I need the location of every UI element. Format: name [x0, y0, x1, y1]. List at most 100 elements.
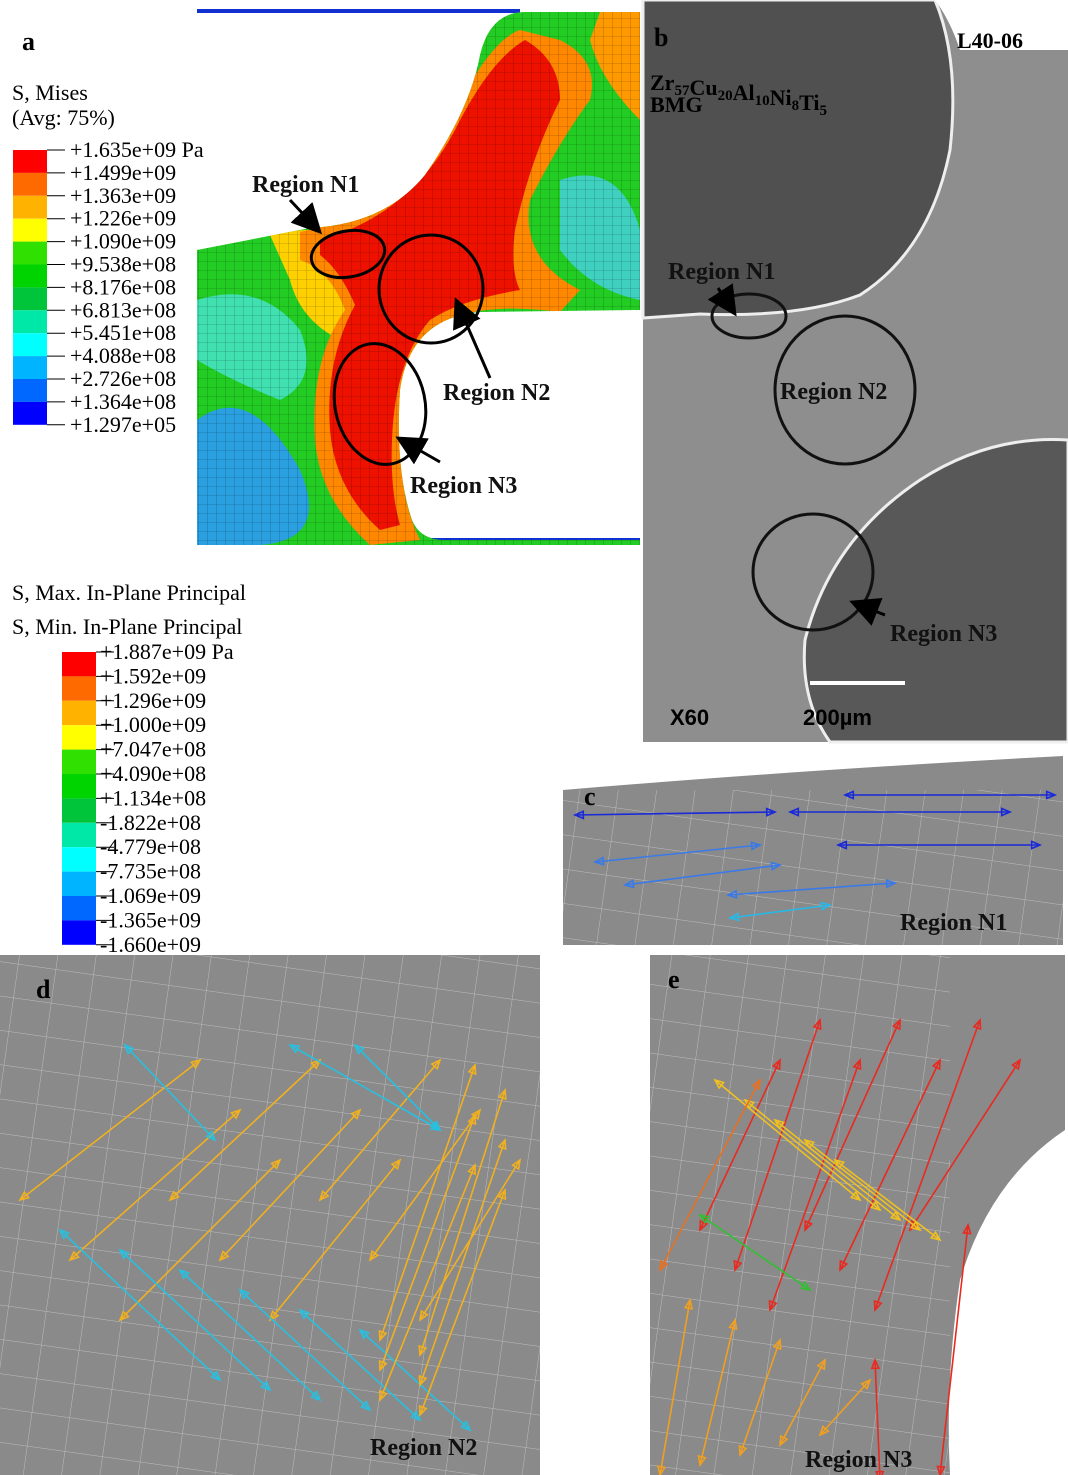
- legend-label: -7.735e+08: [100, 859, 201, 884]
- vector-head: [835, 840, 848, 850]
- vector: [239, 1289, 371, 1411]
- vector-head: [1011, 1058, 1022, 1071]
- legend-label: +1.000e+09: [100, 712, 206, 737]
- vector: [59, 1229, 221, 1381]
- vector: [874, 1359, 881, 1475]
- vector-head: [816, 1358, 826, 1371]
- legend-label: +7.047e+08: [100, 737, 206, 762]
- color-band: [62, 920, 96, 945]
- vector: [419, 1189, 506, 1416]
- color-band: [13, 310, 47, 334]
- vector-head: [772, 1338, 782, 1351]
- legend-label: +9.538e+08: [70, 252, 176, 277]
- vector-head: [467, 1063, 477, 1076]
- vector: [359, 1329, 471, 1431]
- material-label: BMG: [650, 92, 703, 117]
- vector-head: [972, 1018, 982, 1031]
- element: Cu: [689, 75, 717, 100]
- legend-title: S, Max. In-Plane Principal: [12, 580, 246, 605]
- vector-head: [849, 1190, 862, 1202]
- region-label: Region N1: [900, 910, 1007, 936]
- panel-label: e: [668, 965, 680, 994]
- legend-label: +1.363e+09: [70, 183, 176, 208]
- color-band: [13, 195, 47, 219]
- legend-label: +1.090e+09: [70, 229, 176, 254]
- panel-label: c: [584, 782, 596, 811]
- vector-head: [936, 1465, 946, 1475]
- vector-head: [727, 912, 740, 922]
- vector: [769, 1059, 861, 1311]
- scale-bar-label: 200µm: [803, 705, 872, 730]
- legend-label: -1.069e+09: [100, 883, 201, 908]
- legend-label: +1.364e+08: [70, 389, 176, 414]
- vector-head: [931, 1058, 941, 1071]
- vector-head: [891, 1018, 901, 1031]
- vector-head: [118, 1248, 130, 1260]
- vector-head: [889, 1210, 902, 1222]
- vector-head: [298, 1308, 310, 1320]
- vector-head: [168, 1190, 180, 1202]
- color-band: [13, 379, 47, 402]
- legend-label: +1.635e+09 Pa: [70, 137, 204, 162]
- vector-head: [418, 1374, 428, 1387]
- color-band: [62, 847, 96, 872]
- legend-label: +2.726e+08: [70, 366, 176, 391]
- vector-head: [725, 889, 738, 900]
- region-label: Region N2: [370, 1435, 477, 1461]
- vector-head: [210, 1370, 222, 1382]
- vector-head: [268, 1309, 280, 1322]
- legend-label: -4.779e+08: [100, 834, 201, 859]
- legend-label: +1.887e+09 Pa: [100, 639, 234, 664]
- vector-head: [874, 1470, 885, 1475]
- panel-label: b: [654, 23, 668, 52]
- vector-head: [773, 1118, 786, 1130]
- vector: [699, 1319, 736, 1466]
- vector: [69, 1109, 241, 1261]
- legend-label: +1.134e+08: [100, 785, 206, 810]
- vector-head: [58, 1228, 70, 1240]
- vector-head: [683, 1297, 694, 1310]
- vector-head: [467, 1163, 476, 1176]
- vector-head: [418, 1309, 429, 1322]
- vector-head: [288, 1043, 301, 1054]
- legend-label: +5.451e+08: [70, 320, 176, 345]
- vector-head: [765, 807, 778, 817]
- vector: [124, 1044, 216, 1141]
- vector: [874, 1019, 981, 1311]
- legend-label: -1.365e+09: [100, 907, 201, 932]
- vector-head: [1045, 790, 1058, 800]
- vector: [19, 1059, 201, 1201]
- composition: Zr57Cu20Al10Ni8Ti5: [650, 70, 827, 119]
- vector: [779, 1359, 826, 1446]
- vector-head: [833, 1158, 846, 1170]
- vector-head: [622, 879, 635, 889]
- vector-head: [750, 841, 763, 851]
- element: Al: [733, 80, 755, 105]
- vector: [734, 1019, 821, 1271]
- vector-head: [885, 878, 898, 889]
- vector: [839, 1059, 941, 1271]
- vector-head: [230, 1108, 242, 1120]
- vector-head: [238, 1288, 250, 1300]
- vector-head: [842, 790, 855, 800]
- color-band: [13, 401, 47, 425]
- vector-head: [118, 1310, 130, 1322]
- vector: [909, 1059, 1021, 1231]
- vector-head: [310, 1058, 322, 1070]
- vector-head: [698, 1213, 711, 1225]
- panel-label: a: [22, 27, 35, 56]
- vector-head: [839, 1259, 849, 1272]
- region-label: Region N3: [890, 621, 997, 647]
- vector-head: [511, 1158, 522, 1171]
- legend-title: S, Min. In-Plane Principal: [12, 614, 242, 639]
- panel-label: d: [36, 975, 51, 1004]
- vector-plots: [0, 756, 1065, 1475]
- vector: [119, 1249, 271, 1391]
- vector: [169, 1059, 321, 1201]
- color-band: [62, 871, 96, 896]
- vector-head: [870, 1357, 881, 1370]
- vector-head: [1000, 807, 1013, 817]
- vector-head: [962, 1222, 972, 1235]
- vector: [804, 1139, 921, 1231]
- vector: [119, 1159, 281, 1321]
